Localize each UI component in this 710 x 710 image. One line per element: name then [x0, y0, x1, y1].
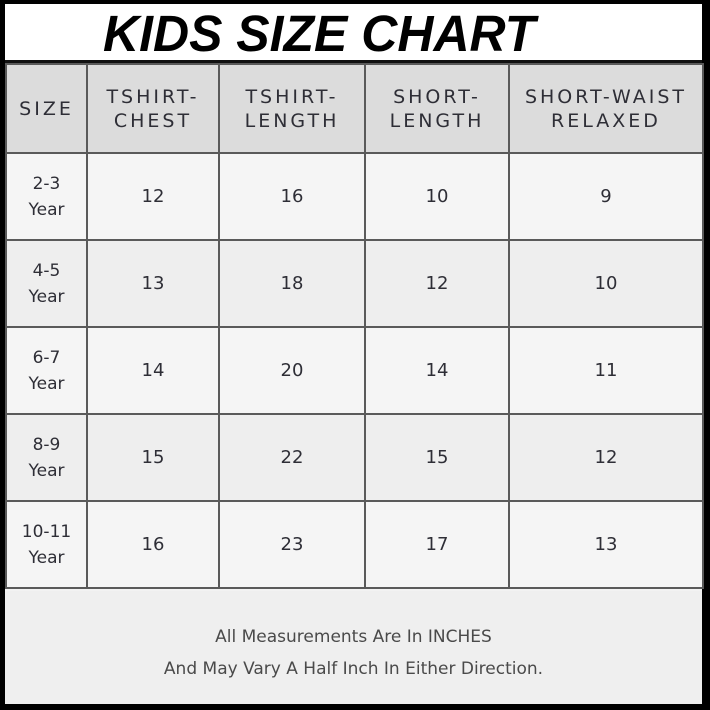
- measurement-cell: 15: [86, 413, 220, 502]
- header-line: SHORT-: [393, 85, 481, 108]
- measurement-cell: 13: [86, 239, 220, 328]
- header-line: CHEST: [113, 109, 193, 132]
- measurement-cell: 10: [508, 239, 704, 328]
- column-header: SHORT-WAIST RELAXED: [508, 63, 704, 154]
- table-row: 4-5 Year 13 18 12 10: [5, 239, 704, 328]
- measurement-cell: 14: [86, 326, 220, 415]
- header-line: LENGTH: [244, 109, 340, 132]
- measurement-cell: 13: [508, 500, 704, 589]
- header-line: RELAXED: [551, 109, 661, 132]
- measurement-cell: 16: [86, 500, 220, 589]
- table-row: 2-3 Year 12 16 10 9: [5, 152, 704, 241]
- measurement-cell: 9: [508, 152, 704, 241]
- header-line: TSHIRT-: [245, 85, 339, 108]
- size-line: Year: [28, 373, 65, 394]
- header-line: LENGTH: [389, 109, 485, 132]
- size-cell: 6-7 Year: [5, 326, 88, 415]
- size-cell: 4-5 Year: [5, 239, 88, 328]
- header-line: SIZE: [19, 97, 74, 120]
- header-row: SIZE TSHIRT- CHEST TSHIRT- LENGTH SHORT- LENGT…: [5, 63, 704, 154]
- measurement-cell: 12: [508, 413, 704, 502]
- measurement-cell: 12: [86, 152, 220, 241]
- header-line: SHORT-WAIST: [524, 85, 688, 108]
- size-line: 2-3: [32, 173, 61, 194]
- measurement-cell: 23: [218, 500, 366, 589]
- measurement-cell: 10: [364, 152, 510, 241]
- size-line: 6-7: [32, 347, 61, 368]
- measurement-cell: 16: [218, 152, 366, 241]
- header-line: TSHIRT-: [106, 85, 200, 108]
- footer-note: All Measurements Are In INCHES And May V…: [5, 591, 702, 704]
- size-table: SIZE TSHIRT- CHEST TSHIRT- LENGTH SHORT- LENGT…: [5, 63, 704, 589]
- chart-title: KIDS SIZE CHART: [103, 5, 536, 62]
- column-header: SHORT- LENGTH: [364, 63, 510, 154]
- measurement-cell: 12: [364, 239, 510, 328]
- table-row: 6-7 Year 14 20 14 11: [5, 326, 704, 415]
- size-line: 4-5: [32, 260, 61, 281]
- size-cell: 8-9 Year: [5, 413, 88, 502]
- title-bar: KIDS SIZE CHART: [5, 4, 702, 63]
- measurement-cell: 17: [364, 500, 510, 589]
- measurement-cell: 15: [364, 413, 510, 502]
- measurement-cell: 11: [508, 326, 704, 415]
- measurement-cell: 20: [218, 326, 366, 415]
- size-line: 10-11: [21, 521, 72, 542]
- size-chart: KIDS SIZE CHART SIZE TSHIRT- CHEST TSHIRT- L…: [5, 4, 704, 704]
- table-row: 10-11 Year 16 23 17 13: [5, 500, 704, 589]
- size-line: Year: [28, 286, 65, 307]
- table-row: 8-9 Year 15 22 15 12: [5, 413, 704, 502]
- footer-line-1: All Measurements Are In INCHES: [215, 627, 492, 647]
- column-header: TSHIRT- LENGTH: [218, 63, 366, 154]
- measurement-cell: 22: [218, 413, 366, 502]
- column-header: SIZE: [5, 63, 88, 154]
- size-cell: 2-3 Year: [5, 152, 88, 241]
- size-cell: 10-11 Year: [5, 500, 88, 589]
- size-line: Year: [28, 547, 65, 568]
- size-line: 8-9: [32, 434, 61, 455]
- size-line: Year: [28, 199, 65, 220]
- column-header: TSHIRT- CHEST: [86, 63, 220, 154]
- measurement-cell: 14: [364, 326, 510, 415]
- size-line: Year: [28, 460, 65, 481]
- measurement-cell: 18: [218, 239, 366, 328]
- footer-line-2: And May Vary A Half Inch In Either Direc…: [163, 659, 544, 679]
